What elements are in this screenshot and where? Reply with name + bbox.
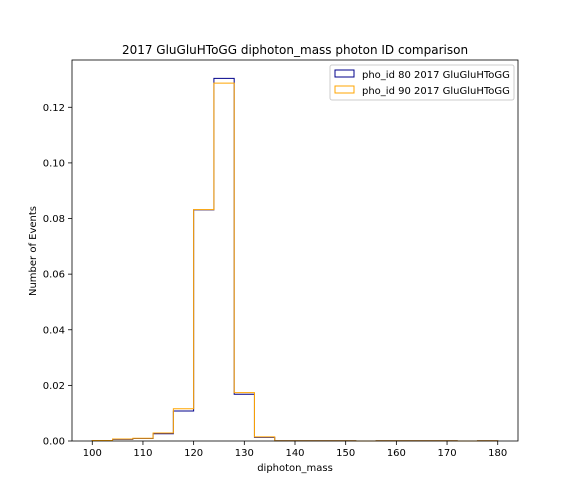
x-tick-label: 180 (488, 448, 507, 459)
x-tick-label: 120 (184, 448, 203, 459)
x-tick-label: 170 (437, 448, 456, 459)
series-layer (91, 77, 499, 442)
x-tick-label: 130 (235, 448, 254, 459)
x-tick-label: 160 (387, 448, 406, 459)
y-tick-label: 0.00 (43, 437, 65, 448)
x-tick-label: 110 (133, 448, 152, 459)
y-tick-label: 0.12 (43, 103, 65, 114)
y-tick-label: 0.04 (43, 325, 65, 336)
legend-label-series-2: pho_id 90 2017 GluGluHToGG (362, 86, 510, 97)
chart-title: 2017 GluGluHToGG diphoton_mass photon ID… (122, 43, 468, 57)
legend-label-series-1: pho_id 80 2017 GluGluHToGG (362, 70, 510, 81)
y-tick-label: 0.06 (43, 270, 65, 281)
series-line-1 (91, 77, 499, 442)
x-axis: 100 110 120 130 140 150 160 170 180 (83, 441, 507, 459)
legend-frame (329, 64, 515, 101)
legend-swatch-series-2 (334, 85, 355, 94)
x-tick-label: 140 (285, 448, 304, 459)
plot-frame (71, 59, 519, 442)
series-line-2 (91, 82, 499, 442)
x-tick-label: 100 (83, 448, 102, 459)
y-axis: 0.00 0.02 0.04 0.06 0.08 0.10 0.12 (43, 103, 72, 448)
x-tick-label: 150 (336, 448, 355, 459)
y-axis-label: Number of Events (28, 206, 39, 296)
legend: pho_id 80 2017 GluGluHToGG pho_id 90 201… (329, 64, 515, 101)
y-tick-label: 0.02 (43, 381, 65, 392)
x-axis-label: diphoton_mass (257, 463, 333, 474)
legend-swatch-series-1 (334, 69, 355, 78)
y-tick-label: 0.10 (43, 158, 65, 169)
y-tick-label: 0.08 (43, 214, 65, 225)
